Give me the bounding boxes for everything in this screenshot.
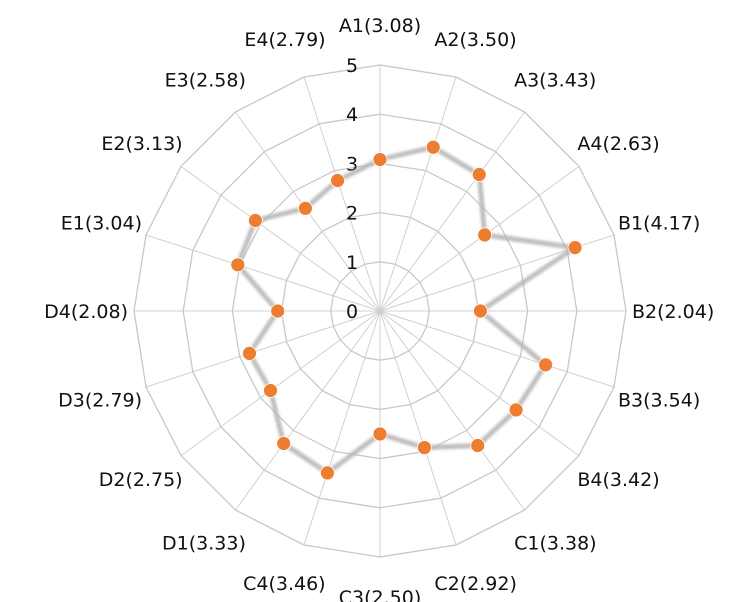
data-point <box>319 465 335 481</box>
category-label: D2(2.75) <box>99 469 183 491</box>
data-point <box>372 152 388 167</box>
category-label: D1(3.33) <box>162 532 246 554</box>
category-label: B4(3.42) <box>577 469 659 491</box>
tick-label: 5 <box>346 55 358 77</box>
data-point <box>276 436 292 451</box>
grid <box>133 64 627 558</box>
category-label: C2(2.92) <box>434 573 517 595</box>
tick-label: 4 <box>346 104 358 126</box>
tick-label: 0 <box>346 301 358 323</box>
spoke-line <box>379 310 525 511</box>
spoke-line <box>379 76 457 312</box>
data-point <box>538 357 553 373</box>
data-point <box>297 200 313 216</box>
data-point <box>242 345 257 361</box>
category-label: E2(3.13) <box>101 133 182 155</box>
data-point <box>270 303 286 319</box>
data-point <box>416 440 432 456</box>
category-label: C1(3.38) <box>514 532 597 554</box>
grid-ring-4 <box>182 113 578 509</box>
category-labels: A1(3.08) A2(3.50) A3(3.43) A4(2.63) B1(4.17)… <box>44 15 714 602</box>
category-label: C3(2.50) <box>339 587 422 602</box>
data-point <box>247 213 263 228</box>
data-point <box>372 426 388 442</box>
data-point <box>567 240 583 256</box>
spoke-line <box>235 310 381 511</box>
category-label: A2(3.50) <box>434 29 516 51</box>
series <box>230 139 583 481</box>
data-point <box>508 402 524 418</box>
tick-label: 2 <box>346 203 358 225</box>
category-label: A3(3.43) <box>514 70 596 92</box>
category-label: A1(3.08) <box>339 15 421 37</box>
grid-ring-1 <box>330 261 430 361</box>
data-point <box>425 139 441 155</box>
tick-label: 1 <box>346 252 358 274</box>
grid-ring-5 <box>133 64 627 558</box>
category-label: D3(2.79) <box>58 389 142 411</box>
spoke-line <box>145 234 381 312</box>
spoke-line <box>379 310 457 546</box>
grid-ring-2 <box>280 211 480 411</box>
data-point <box>472 303 488 319</box>
category-label: E3(2.58) <box>165 70 246 92</box>
data-point <box>470 438 486 453</box>
category-label: B2(2.04) <box>632 301 714 323</box>
spoke-line <box>145 310 381 388</box>
spoke-line <box>303 310 381 546</box>
category-label: B1(4.17) <box>618 213 700 235</box>
category-label: E4(2.79) <box>244 29 325 51</box>
category-label: C4(3.46) <box>243 573 326 595</box>
spoke-line <box>180 310 381 456</box>
spoke-line <box>379 310 615 388</box>
category-label: B3(3.54) <box>618 389 700 411</box>
data-point <box>477 227 493 243</box>
data-point <box>230 257 246 273</box>
spoke-line <box>303 76 381 312</box>
category-label: A4(2.63) <box>577 133 659 155</box>
category-label: E1(3.04) <box>61 213 142 235</box>
spoke-line <box>379 111 525 312</box>
category-label: D4(2.08) <box>44 301 128 323</box>
data-point <box>263 383 278 398</box>
data-point <box>471 167 487 182</box>
data-point <box>330 173 346 188</box>
spoke-line <box>379 310 580 456</box>
spoke-line <box>180 166 381 312</box>
